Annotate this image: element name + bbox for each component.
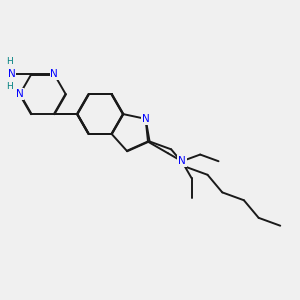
Text: H: H [6, 82, 13, 91]
Text: H: H [6, 57, 13, 66]
Text: N: N [178, 156, 186, 166]
Text: N: N [50, 69, 58, 79]
Text: N: N [142, 114, 149, 124]
Text: N: N [16, 89, 24, 99]
Text: N: N [8, 69, 16, 79]
